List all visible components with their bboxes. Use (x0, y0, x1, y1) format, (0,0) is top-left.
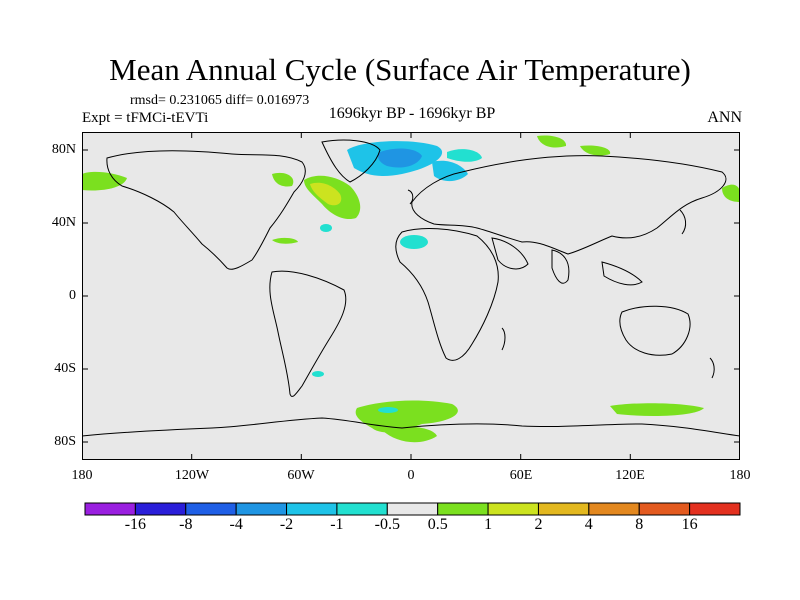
colorbar-label: -4 (229, 516, 243, 533)
colorbar-box (588, 502, 640, 516)
india-coast (551, 249, 570, 284)
southern-ocean-cool-spot (378, 407, 398, 413)
colorbar-box (386, 502, 439, 516)
north-america-warm-strip (272, 237, 298, 244)
atlantic-cool-spot (320, 224, 332, 232)
axis-ticks (82, 132, 740, 460)
colorbar-box (84, 502, 136, 516)
x-tick-label: 0 (407, 468, 415, 483)
southern-ocean-warm-patch-2 (382, 426, 437, 443)
arabia-coast (491, 237, 529, 270)
colorbar-label: 2 (534, 516, 543, 533)
x-tick-label: 120W (174, 468, 210, 483)
y-tick-label: 80S (54, 434, 76, 449)
madagascar-coast (501, 327, 506, 351)
se-asia-coast (601, 261, 643, 286)
y-tick-label: 40N (51, 215, 76, 230)
colorbar-box (638, 502, 691, 516)
colorbar-label: -0.5 (374, 516, 400, 533)
eurasia-cool-patch (447, 149, 482, 162)
colorbar-box (235, 502, 288, 516)
colorbar-label: 0.5 (427, 516, 448, 533)
colorbar-box (689, 502, 741, 516)
x-tick-label: 180 (729, 468, 751, 483)
arctic-strong-cool-patch (378, 148, 422, 168)
x-tick-label: 120E (615, 468, 645, 483)
alaska-warm-patch (82, 171, 127, 191)
north-america-coast (106, 150, 306, 270)
eurasia-coast (411, 155, 727, 255)
colorbar-label: -1 (330, 516, 344, 533)
colorbar-label: -16 (124, 516, 147, 533)
colorbar-label: 4 (584, 516, 593, 533)
colorbar-boxes (84, 502, 741, 516)
x-tick-label: 60E (509, 468, 533, 483)
anomaly-patches (82, 135, 740, 443)
siberia-warm-patch (537, 135, 567, 148)
colorbar-box (185, 502, 237, 516)
africa-coast (395, 228, 499, 361)
colorbar-label: -8 (179, 516, 193, 533)
colorbar-box (537, 502, 590, 516)
x-tick-label: 180 (71, 468, 93, 483)
australia-coast (619, 305, 691, 356)
british-isles-coast (407, 189, 414, 205)
map-panel (82, 132, 740, 460)
chart-title: Mean Annual Cycle (Surface Air Temperatu… (109, 52, 691, 87)
colorbar-box (134, 502, 187, 516)
scandinavia-cool-patch (432, 160, 468, 182)
greenland-coast (321, 139, 381, 183)
north-atlantic-strong-warm-patch (310, 182, 342, 206)
mid-atlantic-cool-spot (400, 235, 428, 249)
south-america-coast (269, 270, 347, 397)
y-tick-label: 80N (51, 142, 76, 157)
colorbar-box (336, 502, 388, 516)
x-tick-label: 60W (287, 468, 315, 483)
colorbar-box (286, 502, 338, 516)
colorbar-label: -2 (279, 516, 294, 533)
new-zealand-coast (709, 357, 715, 379)
experiment-label: Expt = tFMCi-tEVTi (82, 110, 209, 126)
colorbar-box (487, 502, 539, 516)
y-tick-label: 40S (54, 361, 76, 376)
season-label: ANN (707, 109, 742, 126)
pacific-cool-spot (312, 371, 324, 377)
antarctica-coast (82, 417, 740, 437)
canada-warm-patch (272, 172, 294, 187)
period-label: 1696kyr BP - 1696kyr BP (328, 105, 496, 122)
pacific-warm-patch (722, 184, 740, 202)
y-tick-label: 0 (69, 288, 76, 303)
stats-text: rmsd= 0.231065 diff= 0.016973 (130, 93, 310, 108)
southern-ocean-warm-patch-3 (610, 403, 704, 416)
coastlines (82, 139, 740, 437)
east-siberia-warm-patch (580, 145, 611, 156)
colorbar-label: 8 (635, 516, 644, 533)
colorbar-box (437, 502, 489, 516)
japan-coast (679, 209, 687, 235)
colorbar-label: 16 (681, 516, 698, 533)
colorbar-label: 1 (484, 516, 493, 533)
